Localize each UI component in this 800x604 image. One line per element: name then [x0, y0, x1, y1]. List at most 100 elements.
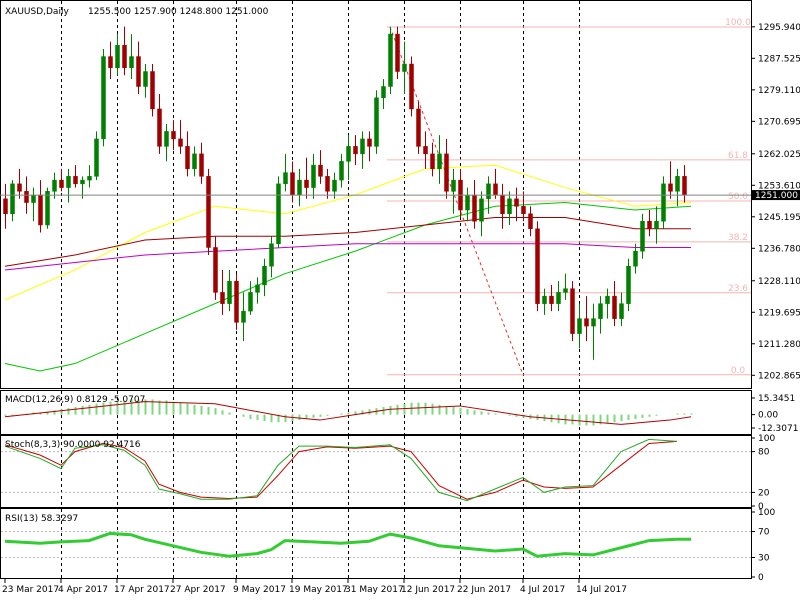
macd-label: MACD(12,26,9) 0.8129 -5.0707 — [5, 395, 145, 405]
price-tick-label: 1245.195 — [758, 213, 800, 223]
candle-body — [52, 179, 57, 192]
candle-body — [472, 194, 477, 222]
candle-body — [682, 176, 687, 196]
candle-body — [353, 146, 358, 155]
date-tick-label: 17 Apr 2017 — [114, 585, 170, 595]
candle-body — [122, 45, 127, 69]
candle-body — [213, 247, 218, 293]
date-tick-label: 4 Jul 2017 — [520, 585, 565, 595]
candle-body — [38, 194, 43, 226]
candle-body — [220, 292, 225, 304]
date-tick-label: 22 Jun 2017 — [457, 585, 511, 595]
candle-body — [619, 303, 624, 319]
candle-body — [311, 164, 316, 188]
candle-body — [171, 131, 176, 140]
candle-body — [367, 138, 372, 147]
candle-body — [24, 191, 29, 203]
candle-body — [535, 228, 540, 304]
candle-body — [269, 243, 274, 267]
candle-body — [59, 179, 64, 188]
fibonacci-levels: 100.0 61.8 50.0 38.2 23.6 0.0 — [387, 18, 751, 376]
candle-body — [262, 265, 267, 286]
candle-body — [423, 146, 428, 155]
macd-tick-label: 0.00 — [758, 411, 778, 421]
macd-grid — [61, 391, 580, 434]
candle-body — [381, 86, 386, 98]
rsi-axis: 100 70 30 0 — [751, 508, 775, 583]
candle-body — [276, 183, 281, 244]
candle-body — [346, 146, 351, 162]
candle-body — [283, 172, 288, 185]
candle-body — [416, 108, 421, 147]
macd-tick-label: 15.3451 — [758, 394, 795, 404]
current-price-tag: 1251.000 — [752, 190, 800, 201]
candle-body — [626, 265, 631, 304]
rsi-grid — [1, 509, 751, 578]
date-tick-label: 23 Mar 2017 — [2, 585, 59, 595]
macd-pane[interactable]: MACD(12,26,9) 0.8129 -5.0707 — [0, 390, 752, 435]
fib-level-label: 61.8 — [728, 151, 748, 161]
candle-body — [318, 164, 323, 177]
candle-body — [430, 153, 435, 170]
date-tick-label: 19 May 2017 — [289, 585, 348, 595]
price-tick-label: 1270.695 — [758, 117, 800, 127]
candle-body — [661, 183, 666, 222]
date-tick-label: 27 Apr 2017 — [170, 585, 226, 595]
candle-body — [227, 280, 232, 304]
candle-body — [185, 146, 190, 170]
candle-body — [304, 179, 309, 188]
candle-body — [570, 288, 575, 334]
price-tick-label: 1262.025 — [758, 150, 800, 160]
candle-body — [486, 183, 491, 200]
candle-body — [17, 183, 22, 192]
candle-body — [136, 56, 141, 87]
candle-body — [10, 183, 15, 215]
candle-body — [409, 63, 414, 110]
candle-body — [654, 221, 659, 230]
current-price-label: 1251.000 — [755, 191, 798, 201]
candle-body — [248, 292, 253, 312]
candle-body — [612, 295, 617, 319]
candle-body — [451, 179, 456, 192]
price-tick-label: 1219.695 — [758, 308, 800, 318]
fib-level-label: 50.0 — [728, 192, 748, 202]
candle-body — [374, 97, 379, 147]
stoch-pane[interactable]: Stoch(8,3,3) 90.0000 92.4716 — [0, 435, 752, 508]
chart-ohlc: 1255.500 1257.900 1248.800 1251.000 — [88, 7, 269, 17]
fib-level-label: 0.0 — [731, 366, 746, 376]
candle-body — [150, 71, 155, 110]
candle-body — [206, 176, 211, 248]
candle-body — [143, 71, 148, 87]
stoch-tick-label: 80 — [758, 448, 770, 458]
candle-body — [605, 295, 610, 304]
candle-body — [339, 161, 344, 181]
price-tick-label: 1295.940 — [758, 23, 800, 33]
candle-body — [591, 318, 596, 327]
rsi-tick-label: 100 — [758, 508, 775, 518]
stoch-tick-label: 20 — [758, 488, 770, 498]
candle-body — [402, 63, 407, 72]
candle-body — [164, 131, 169, 147]
candle-body — [598, 303, 603, 319]
rsi-pane[interactable]: RSI(13) 58.3297 — [0, 508, 752, 579]
candle-body — [395, 33, 400, 72]
date-tick-label: 31 May 2017 — [345, 585, 404, 595]
candle-body — [675, 176, 680, 192]
candle-body — [514, 198, 519, 207]
stoch-tick-label: 0 — [758, 502, 764, 512]
candle-body — [73, 176, 78, 185]
macd-tick-label: -12.3071 — [758, 424, 798, 434]
candle-body — [521, 206, 526, 215]
candle-body — [3, 198, 8, 215]
candle-body — [234, 280, 239, 323]
stoch-label: Stoch(8,3,3) 90.0000 92.4716 — [5, 440, 141, 450]
candle-body — [500, 194, 505, 215]
candle-body — [465, 194, 470, 211]
main-pane[interactable]: 100.0 61.8 50.0 38.2 23.6 0.0 XAUUSD,Daily 12… — [0, 0, 752, 389]
ma-magenta-line — [4, 243, 691, 271]
candle-body — [633, 250, 638, 267]
candle-body — [577, 318, 582, 334]
rsi-tick-label: 0 — [758, 573, 764, 583]
date-tick-label: 12 Jun 2017 — [401, 585, 455, 595]
